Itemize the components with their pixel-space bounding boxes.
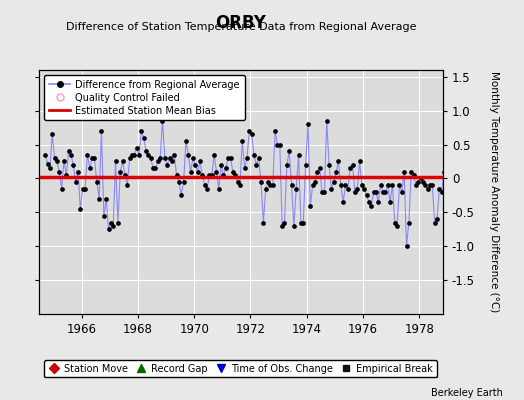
Text: Difference of Station Temperature Data from Regional Average: Difference of Station Temperature Data f…: [66, 22, 416, 32]
Text: Berkeley Earth: Berkeley Earth: [431, 388, 503, 398]
Legend: Station Move, Record Gap, Time of Obs. Change, Empirical Break: Station Move, Record Gap, Time of Obs. C…: [44, 360, 436, 378]
Text: ORBY: ORBY: [215, 14, 267, 32]
Y-axis label: Monthly Temperature Anomaly Difference (°C): Monthly Temperature Anomaly Difference (…: [489, 71, 499, 313]
